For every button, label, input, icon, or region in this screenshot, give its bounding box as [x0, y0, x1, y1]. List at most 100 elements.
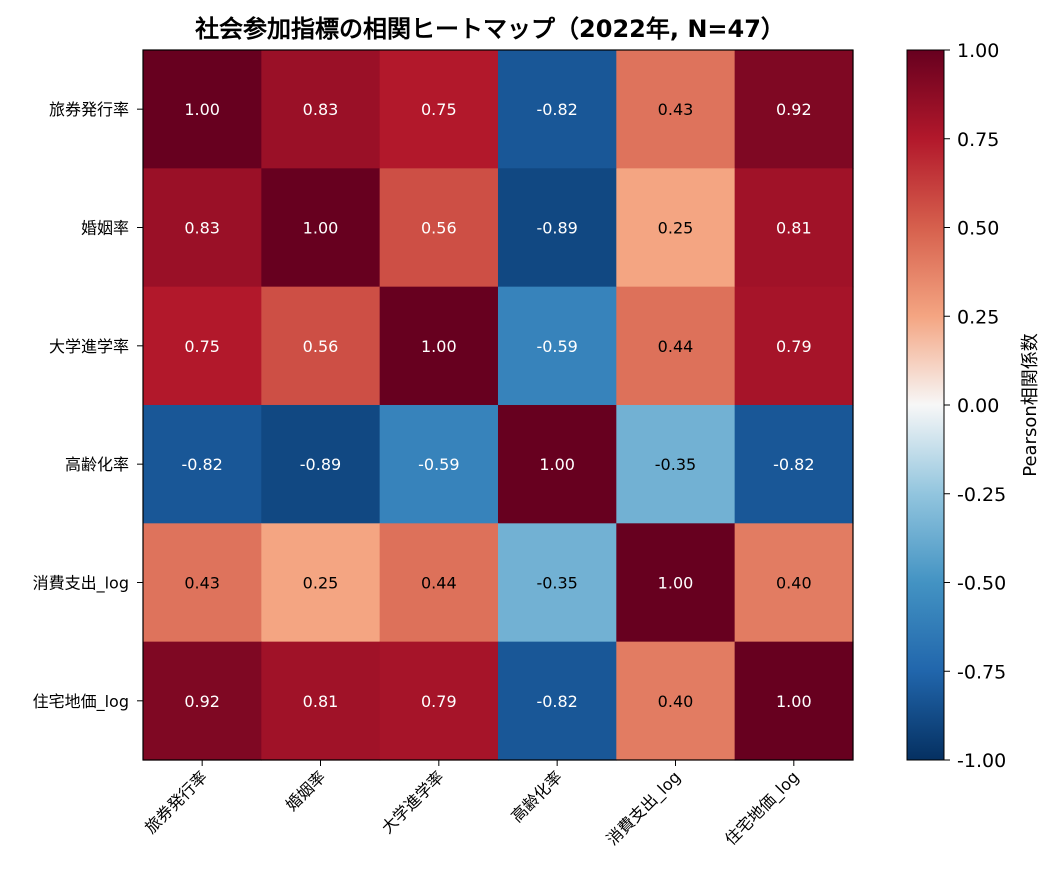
heatmap-value-label-r3-c0: -0.82 [181, 455, 222, 474]
heatmap-cell-r2-c0 [143, 286, 262, 406]
heatmap-value-label-r4-c2: 0.44 [421, 573, 457, 592]
colorbar-tick-label-5: -0.25 [957, 484, 1006, 506]
heatmap-cell-r3-c0 [143, 404, 262, 524]
heatmap-cell-r1-c5 [734, 168, 854, 288]
heatmap-value-label-r2-c1: 0.56 [303, 337, 339, 356]
heatmap-value-labels: 1.00 0.83 0.75 -0.82 0.43 0.92 0.83 1.00 0.56 -0.… [181, 100, 814, 711]
heatmap-cell-r5-c3 [497, 641, 617, 761]
heatmap-value-label-r0-c1: 0.83 [303, 100, 339, 119]
heatmap-value-label-r3-c3: 1.00 [539, 455, 575, 474]
colorbar-tick-label-7: -0.75 [957, 661, 1006, 683]
heatmap-cell-r1-c1 [261, 168, 381, 288]
heatmap-cell-r4-c1 [261, 523, 381, 643]
x-tick-label-1: 婚姻率 [282, 767, 329, 814]
colorbar: 1.00 0.75 0.50 0.25 0.00 -0.25 -0.50 -0.75 -1.00… [906, 40, 1041, 772]
x-tick-label-4: 消費支出_log [603, 767, 685, 849]
colorbar-gradient [906, 49, 945, 761]
heatmap-cell-r1-c4 [616, 168, 736, 288]
heatmap-cell-r0-c2 [379, 50, 499, 169]
colorbar-tick-label-6: -0.50 [957, 573, 1006, 595]
colorbar-ticks: 1.00 0.75 0.50 0.25 0.00 -0.25 -0.50 -0.75 -1.00 [944, 40, 1006, 772]
x-tick-label-5: 住宅地価_log [721, 767, 803, 849]
y-tick-label-5: 住宅地価_log [33, 692, 129, 712]
y-tick-label-2: 大学進学率 [49, 337, 129, 356]
heatmap-cell-r3-c1 [261, 404, 381, 524]
heatmap-value-label-r5-c2: 0.79 [421, 692, 457, 711]
heatmap-cell-r1-c0 [143, 168, 262, 288]
heatmap-value-label-r5-c1: 0.81 [303, 692, 339, 711]
heatmap-value-label-r0-c4: 0.43 [658, 100, 694, 119]
x-axis-ticks: 旅券発行率 婚姻率 大学進学率 高齢化率 消費支出_log 住宅地価_log [141, 759, 803, 850]
heatmap-value-label-r1-c4: 0.25 [658, 218, 694, 237]
heatmap-value-label-r1-c5: 0.81 [776, 218, 812, 237]
heatmap-cells [143, 50, 854, 761]
heatmap-value-label-r1-c0: 0.83 [184, 218, 220, 237]
heatmap-value-label-r4-c3: -0.35 [536, 573, 577, 592]
heatmap-cell-r4-c4 [616, 523, 736, 643]
heatmap-cell-r4-c2 [379, 523, 499, 643]
heatmap-value-label-r2-c2: 1.00 [421, 337, 457, 356]
heatmap-cell-r3-c4 [616, 404, 736, 524]
heatmap-cell-r5-c5 [734, 641, 854, 761]
heatmap-cell-r5-c2 [379, 641, 499, 761]
y-tick-label-1: 婚姻率 [81, 218, 129, 237]
heatmap-value-label-r3-c5: -0.82 [773, 455, 814, 474]
heatmap-value-label-r1-c2: 0.56 [421, 218, 457, 237]
heatmap-value-label-r4-c1: 0.25 [303, 573, 339, 592]
heatmap-cell-r2-c5 [734, 286, 854, 406]
heatmap-value-label-r5-c3: -0.82 [536, 692, 577, 711]
heatmap-value-label-r5-c0: 0.92 [184, 692, 220, 711]
heatmap-cell-r2-c4 [616, 286, 736, 406]
heatmap-value-label-r4-c4: 1.00 [658, 573, 694, 592]
heatmap-value-label-r0-c2: 0.75 [421, 100, 457, 119]
heatmap-cell-r0-c5 [734, 50, 854, 169]
heatmap-value-label-r1-c1: 1.00 [303, 218, 339, 237]
heatmap-cell-r4-c0 [143, 523, 262, 643]
heatmap-value-label-r0-c0: 1.00 [184, 100, 220, 119]
x-tick-label-2: 大学進学率 [378, 767, 448, 837]
heatmap-cell-r0-c4 [616, 50, 736, 169]
x-tick-label-0: 旅券発行率 [141, 767, 211, 837]
y-tick-label-3: 高齢化率 [65, 455, 129, 474]
heatmap-value-label-r5-c4: 0.40 [658, 692, 694, 711]
heatmap-value-label-r4-c0: 0.43 [184, 573, 220, 592]
heatmap-cell-r0-c1 [261, 50, 381, 169]
heatmap-cell-r4-c3 [497, 523, 617, 643]
heatmap-cell-r3-c5 [734, 404, 854, 524]
colorbar-tick-label-1: 0.75 [957, 129, 999, 151]
heatmap-value-label-r3-c4: -0.35 [655, 455, 696, 474]
colorbar-tick-label-3: 0.25 [957, 306, 999, 328]
heatmap-cell-r2-c3 [497, 286, 617, 406]
heatmap-cell-r5-c4 [616, 641, 736, 761]
heatmap-cell-r0-c0 [143, 50, 262, 169]
colorbar-tick-label-8: -1.00 [957, 750, 1006, 772]
heatmap-value-label-r2-c5: 0.79 [776, 337, 812, 356]
heatmap-cell-r3-c2 [379, 404, 499, 524]
heatmap-value-label-r3-c1: -0.89 [300, 455, 341, 474]
y-tick-label-0: 旅券発行率 [49, 100, 129, 119]
heatmap-cell-r2-c1 [261, 286, 381, 406]
heatmap-cell-r5-c0 [143, 641, 262, 761]
colorbar-tick-label-0: 1.00 [957, 40, 999, 62]
heatmap-value-label-r0-c5: 0.92 [776, 100, 812, 119]
x-tick-label-3: 高齢化率 [507, 767, 566, 826]
heatmap-cell-r3-c3 [497, 404, 617, 524]
heatmap-value-label-r4-c5: 0.40 [776, 573, 812, 592]
heatmap-value-label-r0-c3: -0.82 [536, 100, 577, 119]
colorbar-tick-label-2: 0.50 [957, 218, 999, 240]
heatmap-cell-r1-c2 [379, 168, 499, 288]
heatmap-cell-r5-c1 [261, 641, 381, 761]
heatmap-value-label-r1-c3: -0.89 [536, 218, 577, 237]
heatmap-cell-r0-c3 [497, 50, 617, 169]
heatmap-cell-r1-c3 [497, 168, 617, 288]
heatmap-value-label-r2-c3: -0.59 [536, 337, 577, 356]
chart-title: 社会参加指標の相関ヒートマップ（2022年, N=47） [195, 15, 785, 43]
heatmap-value-label-r3-c2: -0.59 [418, 455, 459, 474]
heatmap-cell-r4-c5 [734, 523, 854, 643]
plot-frame [142, 49, 854, 761]
y-tick-label-4: 消費支出_log [33, 573, 129, 593]
heatmap-cell-r2-c2 [379, 286, 499, 406]
heatmap-value-label-r2-c4: 0.44 [658, 337, 694, 356]
